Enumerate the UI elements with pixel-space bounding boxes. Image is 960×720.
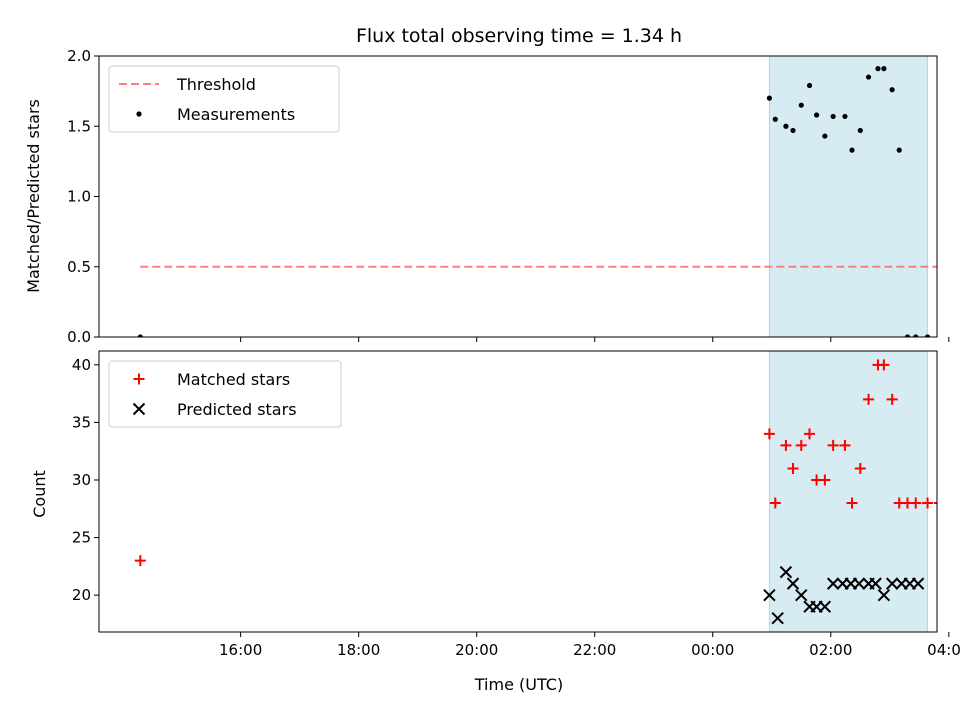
bottom-x-point (852, 577, 866, 590)
x-tick-label: 00:00 (691, 641, 734, 659)
bottom-plus-point (854, 462, 866, 474)
bottom-plus-point (787, 462, 799, 474)
x-tick-label: 02:00 (809, 641, 852, 659)
top-dot-point (913, 334, 919, 337)
bottom-plus-point (922, 497, 934, 509)
legend-label: Threshold (176, 75, 256, 94)
legend-label: Predicted stars (177, 400, 297, 419)
top-dot-point (783, 123, 789, 129)
bottom-y-tick-label: 40 (72, 356, 91, 374)
top-dot-point (896, 147, 902, 153)
top-dot-point (849, 147, 855, 153)
top-dot-point (924, 334, 931, 337)
bottom-plus-point (819, 474, 831, 486)
bottom-legend: Matched stars Predicted stars (108, 360, 342, 428)
bottom-plus-point (910, 497, 922, 509)
bottom-plus-point (763, 428, 775, 440)
x-axis-label: Time (UTC) (474, 675, 563, 694)
top-plot-area (137, 56, 957, 339)
bottom-plus-point (780, 439, 792, 451)
x-tick-label: 20:00 (455, 641, 498, 659)
top-dot-point (842, 113, 848, 120)
bottom-y-axis-label: Count (30, 470, 49, 518)
bottom-x-point (818, 600, 832, 613)
bottom-x-point (763, 588, 776, 602)
bottom-x-point (826, 577, 840, 590)
top-dot-point (865, 74, 872, 80)
x-tick-label: 18:00 (337, 641, 380, 659)
top-dot-point (814, 112, 820, 118)
top-y-tick-label: 0.0 (67, 328, 91, 346)
bottom-axes-frame (98, 350, 938, 633)
bottom-plus-point (933, 502, 937, 505)
legend-matched-swatch (133, 373, 145, 385)
bottom-y-tick-label: 30 (72, 471, 91, 489)
x-tick-label: 22:00 (573, 641, 616, 659)
top-dot-point (952, 334, 957, 339)
top-y-tick-label: 0.5 (67, 258, 91, 276)
bottom-plus-point (949, 498, 960, 509)
top-dot-point (137, 334, 143, 337)
bottom-plus-point (878, 359, 890, 371)
bottom-x-point (779, 565, 793, 579)
legend-label: Measurements (177, 105, 295, 124)
top-dot-point (790, 127, 796, 134)
top-dot-point (936, 335, 937, 337)
top-y-tick-label: 1.5 (67, 117, 91, 135)
bottom-plus-point (886, 393, 898, 405)
bottom-x-point (885, 577, 899, 590)
x-tick-label: 16:00 (219, 641, 262, 659)
top-dot-point (904, 334, 911, 337)
bottom-plus-point (846, 497, 858, 509)
bottom-y-tick-label: 20 (72, 586, 91, 604)
top-shaded-region (768, 56, 929, 337)
legend-predicted-swatch (132, 402, 146, 416)
bottom-plus-point (827, 439, 839, 451)
bottom-plot-area (134, 351, 960, 632)
bottom-legend-box (108, 360, 342, 428)
top-y-tick-label: 2.0 (67, 47, 91, 65)
top-dot-point (766, 95, 773, 101)
top-dot-point (822, 133, 828, 139)
bottom-x-point (786, 577, 800, 590)
bottom-x-point (877, 588, 891, 602)
bottom-plus-point (804, 428, 816, 440)
top-dot-point (830, 113, 836, 120)
top-dot-point (806, 82, 813, 89)
top-dot-point (881, 66, 887, 72)
top-legend-box (108, 65, 340, 133)
bottom-plus-point (863, 393, 875, 405)
x-tick-label: 04:00 (927, 641, 960, 659)
top-dot-point (889, 87, 895, 93)
top-panel: 0.0 0.5 1.0 1.5 2.0 Threshold Measurements (67, 47, 957, 346)
top-y-axis-label: Matched/Predicted stars (24, 99, 43, 293)
bottom-plus-point (769, 497, 781, 509)
bottom-shaded-region (768, 351, 929, 632)
top-dot-point (875, 66, 881, 72)
top-y-tick-label: 1.0 (67, 188, 91, 206)
bottom-plus-point (795, 439, 807, 451)
top-legend: Threshold Measurements (108, 65, 340, 133)
bottom-x-point (869, 577, 882, 590)
bottom-x-point (771, 611, 784, 625)
top-dot-point (772, 116, 778, 122)
bottom-y-tick-label: 25 (72, 529, 91, 547)
top-dot-point (857, 127, 863, 134)
legend-label: Matched stars (177, 370, 290, 389)
bottom-x-point (911, 577, 925, 590)
bottom-plus-point (941, 498, 952, 509)
top-dot-point (798, 102, 804, 108)
top-dot-point (944, 334, 949, 339)
bottom-plus-point (839, 439, 851, 451)
bottom-panel: 20 25 30 35 40 16:00 18:00 20:00 22:00 00:00 02:00… (72, 350, 960, 659)
chart-title: Flux total observing time = 1.34 h (356, 25, 682, 47)
bottom-x-point (795, 588, 808, 602)
bottom-y-tick-label: 35 (72, 413, 91, 431)
bottom-plus-point (134, 555, 146, 567)
legend-measurements-swatch (136, 111, 142, 117)
